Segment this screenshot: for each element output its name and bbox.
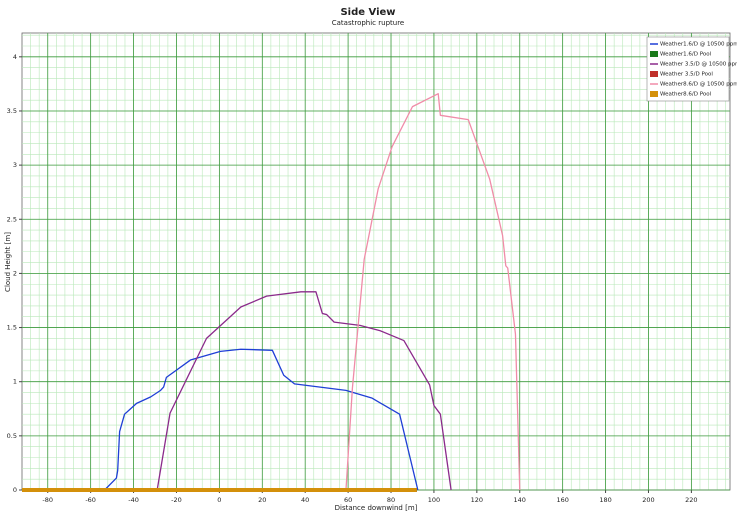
x-tick-label: 200	[642, 496, 654, 504]
y-tick-label: 1	[13, 378, 17, 386]
plot-area	[21, 32, 731, 491]
x-tick-label: 40	[301, 496, 309, 504]
x-tick-label: -40	[128, 496, 139, 504]
y-tick-label: 0	[13, 486, 17, 494]
x-tick-label: 140	[514, 496, 526, 504]
x-axis-label: Distance downwind [m]	[335, 504, 418, 512]
x-tick-label: 160	[556, 496, 568, 504]
x-tick-label: 20	[258, 496, 266, 504]
y-tick-label: 3	[13, 161, 17, 169]
x-tick-label: 0	[217, 496, 221, 504]
y-tick-label: 0.5	[7, 432, 17, 440]
x-tick-label: -20	[171, 496, 182, 504]
legend-swatch	[650, 71, 658, 77]
legend-label: Weather1.6/D @ 10500 ppm	[660, 42, 737, 48]
series-line	[345, 92, 521, 491]
legend-label: Weather1.6/D Pool	[660, 52, 712, 58]
x-tick-label: 60	[344, 496, 352, 504]
series-line	[156, 291, 452, 491]
y-tick-label: 2	[13, 269, 17, 277]
x-tick-label: 120	[471, 496, 483, 504]
x-tick-label: -60	[85, 496, 96, 504]
x-tick-label: -80	[42, 496, 53, 504]
chart-title: Side View	[340, 7, 395, 18]
series-line	[104, 348, 419, 491]
y-tick-label: 1.5	[7, 324, 17, 332]
legend-box	[646, 36, 730, 102]
y-tick-label: 3.5	[7, 107, 17, 115]
y-tick-label: 2.5	[7, 215, 17, 223]
y-tick-label: 4	[13, 53, 17, 61]
legend-label: Weather8.6/D Pool	[660, 92, 712, 98]
x-tick-label: 80	[387, 496, 395, 504]
legend-swatch	[650, 51, 658, 57]
chart-subtitle: Catastrophic rupture	[332, 19, 404, 27]
legend-label: Weather 3.5/D @ 10500 ppm	[660, 62, 737, 68]
x-tick-label: 220	[685, 496, 697, 504]
legend-label: Weather8.6/D @ 10500 ppm	[660, 82, 737, 88]
legend-label: Weather 3.5/D Pool	[660, 72, 713, 78]
legend-swatch	[650, 91, 658, 97]
x-tick-label: 180	[599, 496, 611, 504]
x-tick-label: 100	[428, 496, 440, 504]
y-axis-label: Cloud Height [m]	[4, 232, 12, 292]
